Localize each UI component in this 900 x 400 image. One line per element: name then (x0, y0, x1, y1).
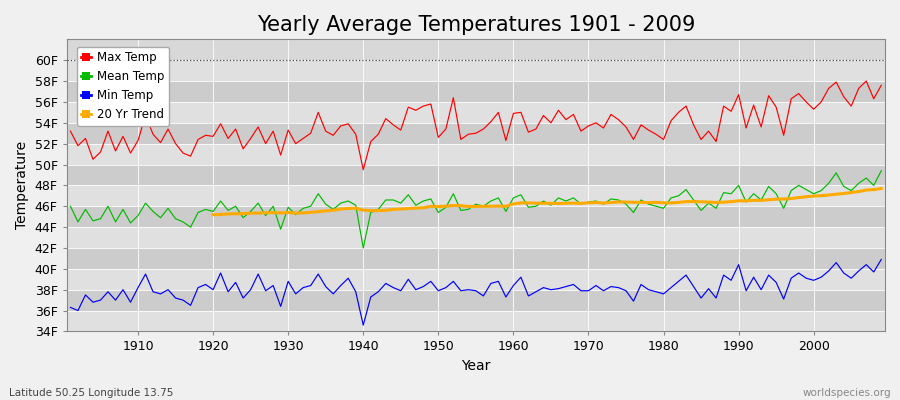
Bar (67, 123, 885, 144)
Bar (67, 227, 885, 248)
Bar (67, 269, 885, 290)
Bar (67, 144, 885, 164)
Legend: Max Temp, Mean Temp, Min Temp, 20 Yr Trend: Max Temp, Mean Temp, Min Temp, 20 Yr Tre… (76, 47, 169, 126)
Bar (67, 185, 885, 206)
Bar (67, 81, 885, 102)
Title: Yearly Average Temperatures 1901 - 2009: Yearly Average Temperatures 1901 - 2009 (256, 15, 695, 35)
Bar (67, 290, 885, 310)
Bar (67, 310, 885, 332)
Bar (67, 206, 885, 227)
Bar (67, 102, 885, 123)
Text: worldspecies.org: worldspecies.org (803, 388, 891, 398)
Bar (67, 60, 885, 81)
Text: Latitude 50.25 Longitude 13.75: Latitude 50.25 Longitude 13.75 (9, 388, 174, 398)
Y-axis label: Temperature: Temperature (15, 141, 29, 230)
X-axis label: Year: Year (461, 359, 491, 373)
Bar (67, 164, 885, 185)
Bar (67, 248, 885, 269)
